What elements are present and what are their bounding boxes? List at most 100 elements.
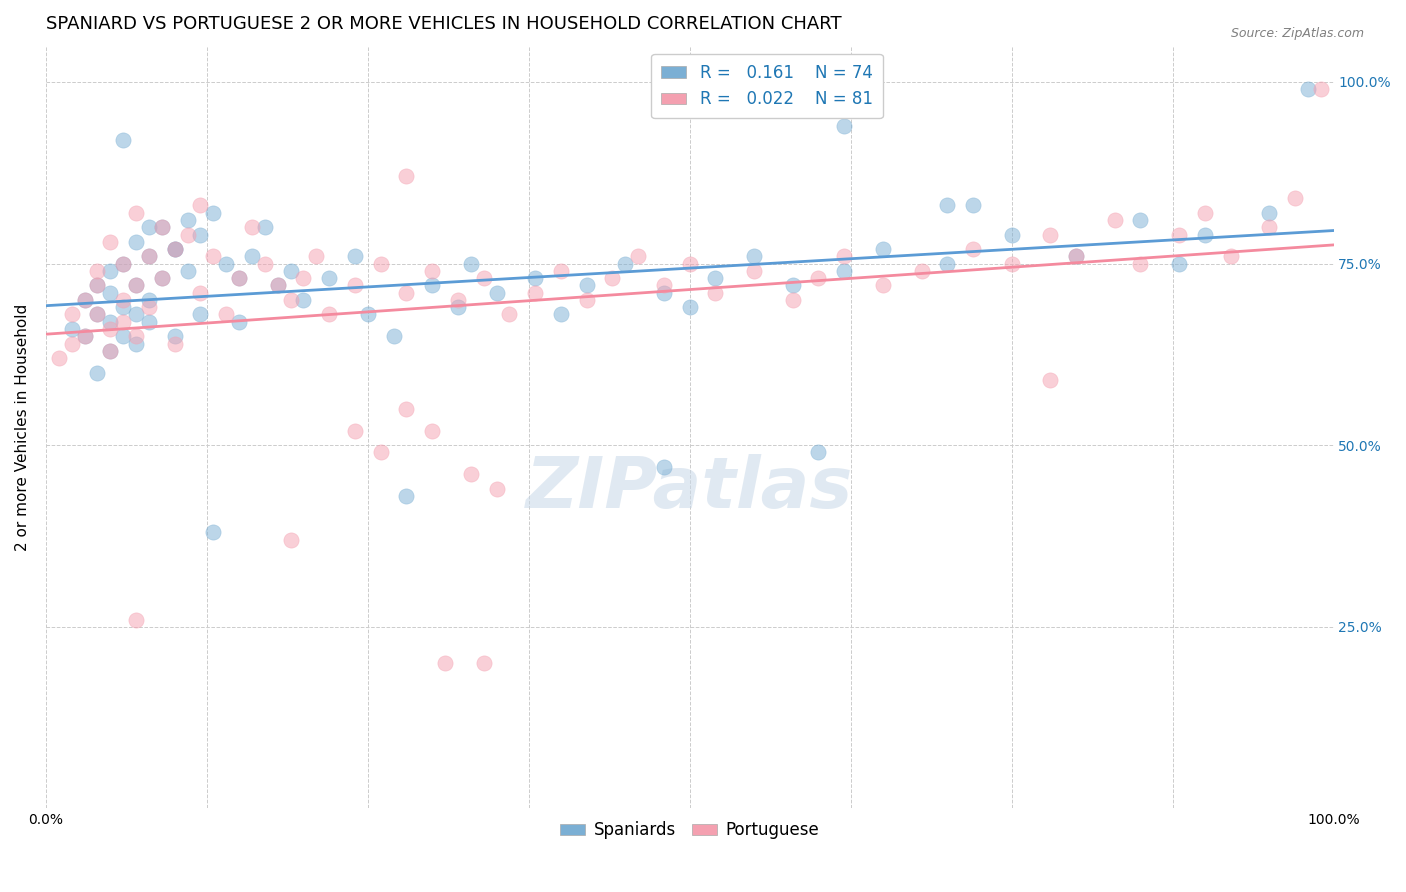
Point (1258, 206, 1281, 220)
Point (163, 242, 186, 256)
Point (150, 271, 173, 285)
Point (1039, 227, 1062, 242)
Point (742, 249, 765, 263)
Point (936, 198, 959, 212)
Point (652, 460, 675, 475)
Point (575, 278, 598, 293)
Point (614, 257, 637, 271)
Point (292, 293, 315, 307)
Point (910, 264, 932, 278)
Point (395, 169, 418, 184)
Point (228, 271, 250, 285)
Point (138, 249, 160, 263)
Point (962, 198, 984, 212)
Point (782, 293, 804, 307)
Point (1064, 249, 1087, 263)
Point (240, 220, 263, 235)
Point (447, 293, 470, 307)
Point (228, 315, 250, 329)
Point (98, 322, 121, 336)
Point (48, 351, 70, 365)
Point (86, 308, 108, 322)
Point (742, 264, 765, 278)
Point (60, 322, 83, 336)
Point (807, 445, 830, 459)
Point (357, 308, 380, 322)
Point (125, 308, 148, 322)
Point (86, 308, 108, 322)
Point (86, 278, 108, 293)
Point (138, 220, 160, 235)
Point (1309, 82, 1331, 96)
Point (679, 257, 702, 271)
Point (125, 336, 148, 351)
Point (138, 293, 160, 307)
Point (253, 257, 276, 271)
Point (550, 308, 572, 322)
Point (163, 242, 186, 256)
Point (176, 227, 198, 242)
Point (395, 489, 418, 503)
Point (652, 278, 675, 293)
Point (305, 249, 328, 263)
Point (280, 533, 302, 547)
Point (267, 278, 290, 293)
Point (163, 242, 186, 256)
Point (318, 271, 340, 285)
Point (1064, 249, 1087, 263)
Point (125, 329, 148, 343)
Point (1296, 82, 1319, 96)
Point (280, 293, 302, 307)
Point (176, 264, 198, 278)
Point (138, 249, 160, 263)
Point (125, 235, 148, 249)
Point (832, 249, 855, 263)
Point (176, 213, 198, 227)
Point (125, 206, 148, 220)
Point (240, 249, 263, 263)
Point (202, 525, 225, 540)
Point (1001, 227, 1024, 242)
Point (1284, 191, 1306, 205)
Point (125, 278, 148, 293)
Point (228, 271, 250, 285)
Point (524, 271, 547, 285)
Point (98, 264, 121, 278)
Point (215, 308, 238, 322)
Point (292, 271, 315, 285)
Point (86, 278, 108, 293)
Point (73, 329, 96, 343)
Point (962, 242, 984, 256)
Point (1194, 206, 1216, 220)
Point (190, 308, 212, 322)
Point (86, 366, 108, 380)
Point (138, 315, 160, 329)
Point (163, 336, 186, 351)
Point (98, 343, 121, 358)
Point (1129, 213, 1152, 227)
Legend: Spaniards, Portuguese: Spaniards, Portuguese (554, 814, 827, 846)
Point (395, 401, 418, 416)
Point (627, 249, 650, 263)
Point (575, 293, 598, 307)
Point (73, 329, 96, 343)
Point (434, 656, 457, 670)
Y-axis label: 2 or more Vehicles in Household: 2 or more Vehicles in Household (15, 303, 30, 550)
Point (382, 329, 405, 343)
Point (832, 119, 855, 133)
Point (202, 206, 225, 220)
Point (86, 264, 108, 278)
Point (1168, 227, 1191, 242)
Point (370, 445, 392, 459)
Point (704, 285, 727, 300)
Point (190, 198, 212, 212)
Point (1104, 213, 1126, 227)
Point (679, 300, 702, 314)
Point (98, 235, 121, 249)
Point (460, 257, 482, 271)
Point (447, 300, 470, 314)
Point (215, 257, 238, 271)
Point (73, 293, 96, 307)
Point (524, 285, 547, 300)
Point (163, 329, 186, 343)
